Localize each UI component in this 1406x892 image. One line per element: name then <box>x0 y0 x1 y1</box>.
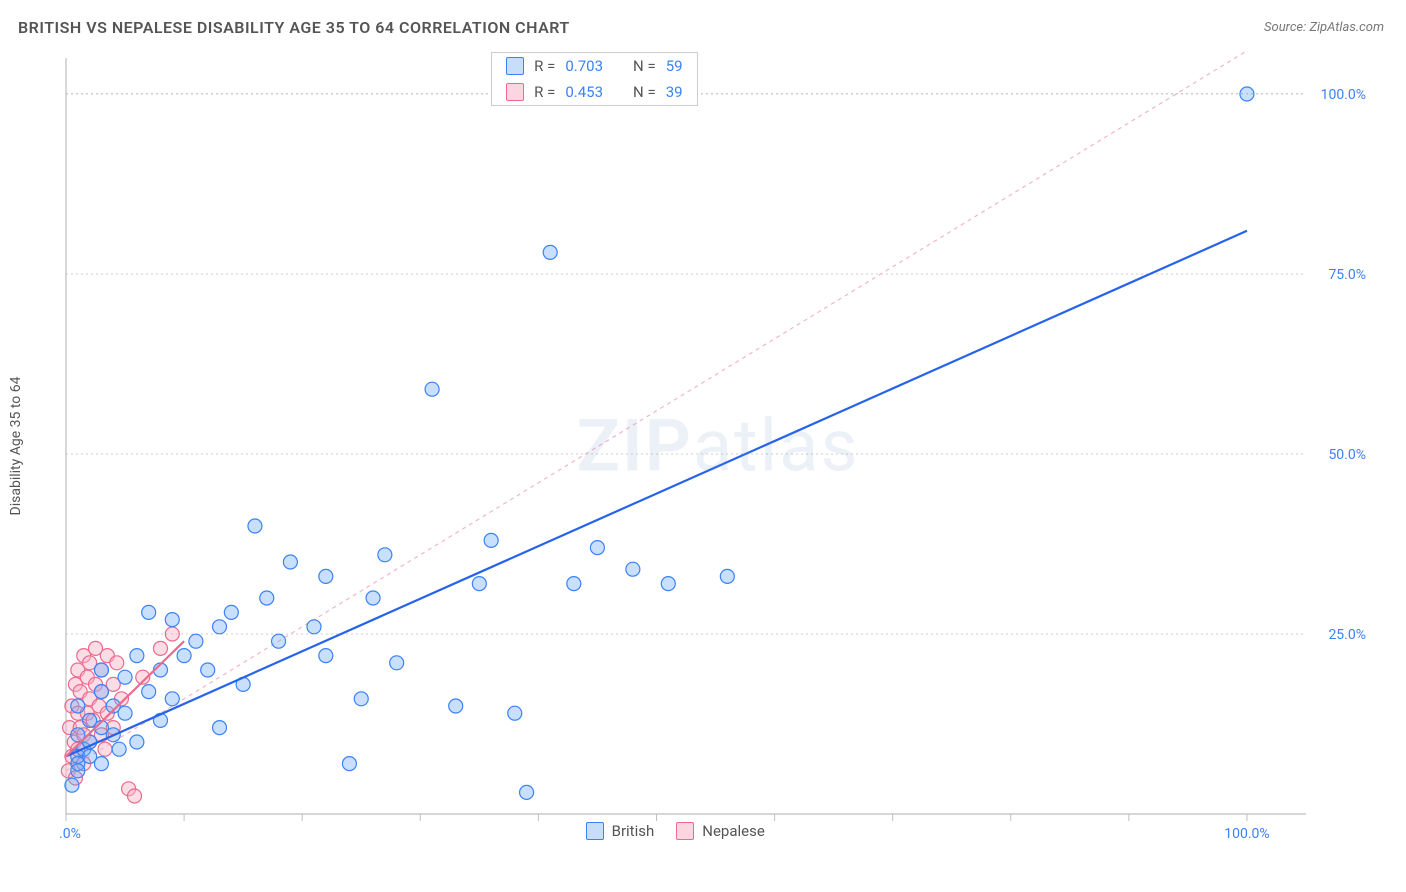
svg-text:0.0%: 0.0% <box>60 826 81 842</box>
n-value-british: 59 <box>666 57 683 75</box>
r-value-british: 0.703 <box>565 57 603 75</box>
correlation-legend-row-nepalese: R = 0.453 N = 39 <box>492 79 696 105</box>
r-label: R = <box>534 83 555 101</box>
series-label-nepalese: Nepalese <box>702 822 765 840</box>
plot-area: 25.0%50.0%75.0%100.0%0.0%100.0% ZIPatlas <box>60 50 1376 842</box>
legend-swatch-british <box>586 822 604 840</box>
header: BRITISH VS NEPALESE DISABILITY AGE 35 TO… <box>0 0 1406 37</box>
legend-swatch-nepalese <box>676 822 694 840</box>
source-attribution: Source: ZipAtlas.com <box>1264 20 1384 35</box>
n-value-nepalese: 39 <box>666 83 683 101</box>
n-label: N = <box>633 83 656 101</box>
r-label: R = <box>534 57 555 75</box>
legend-swatch-british <box>506 57 524 75</box>
svg-text:25.0%: 25.0% <box>1328 627 1366 643</box>
series-label-british: British <box>612 822 655 840</box>
svg-text:100.0%: 100.0% <box>1224 826 1269 842</box>
correlation-legend: R = 0.703 N = 59 R = 0.453 N = 39 <box>491 52 697 106</box>
legend-swatch-nepalese <box>506 83 524 101</box>
y-axis-label: Disability Age 35 to 64 <box>8 377 24 516</box>
r-value-nepalese: 0.453 <box>565 83 603 101</box>
series-legend: British Nepalese <box>586 822 765 840</box>
source-value: ZipAtlas.com <box>1309 20 1384 35</box>
svg-text:100.0%: 100.0% <box>1321 87 1366 103</box>
correlation-legend-box: R = 0.703 N = 59 R = 0.453 N = 39 <box>491 52 697 106</box>
svg-text:75.0%: 75.0% <box>1328 267 1366 283</box>
n-label: N = <box>633 57 656 75</box>
correlation-legend-row-british: R = 0.703 N = 59 <box>492 53 696 79</box>
source-label: Source: <box>1264 20 1309 35</box>
svg-text:50.0%: 50.0% <box>1328 447 1366 463</box>
scatter-chart: 25.0% 50.0% 75.0% 100.0% 0.0% 100.0% <box>60 50 1376 842</box>
series-legend-item-nepalese: Nepalese <box>676 822 765 840</box>
series-legend-item-british: British <box>586 822 655 840</box>
chart-title: BRITISH VS NEPALESE DISABILITY AGE 35 TO… <box>18 18 570 37</box>
